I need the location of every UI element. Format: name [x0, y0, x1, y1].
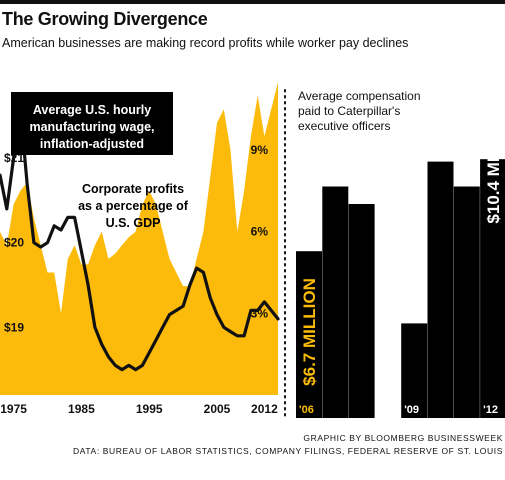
wage-label-line1: Average U.S. hourly [33, 103, 151, 117]
right-axis-tick-label: 9% [251, 143, 269, 157]
x-axis-tick-label: 1985 [68, 402, 95, 416]
x-axis-tick-label: 1975 [0, 402, 27, 416]
graphic-credit: GRAPHIC BY BLOOMBERG BUSINESSWEEK [303, 433, 503, 443]
bar-title-line2: paid to Caterpillar's [298, 104, 400, 118]
wage-label-line2: manufacturing wage, [29, 120, 154, 134]
right-axis-tick-label: 6% [251, 225, 269, 239]
bar-category-label: '09 [404, 404, 419, 416]
profit-label-line2: as a percentage of [78, 199, 189, 213]
bar [427, 161, 454, 418]
bar [401, 323, 428, 418]
bars [296, 159, 505, 418]
data-sources: DATA: BUREAU OF LABOR STATISTICS, COMPAN… [73, 446, 503, 456]
x-axis-tick-label: 1995 [136, 402, 163, 416]
bar-title-line1: Average compensation [298, 89, 421, 103]
left-axis-tick-label: $20 [4, 236, 24, 250]
bar [453, 186, 480, 418]
corporate-profits-area [0, 82, 278, 395]
wage-profit-chart: $19$20$21 3%6%9% 1975 1985 1995 2005 2012 Av… [0, 82, 280, 416]
bar-category-label: '12 [483, 404, 498, 416]
x-axis-ticks: 1975 1985 1995 2005 2012 [0, 402, 278, 416]
bar [296, 251, 322, 418]
bar [348, 204, 375, 418]
bar-category-label: '06 [299, 404, 314, 416]
page-title: The Growing Divergence [2, 9, 208, 29]
bar-value-label-2012: $10.4 MILLION [484, 106, 503, 223]
bar-title-line3: executive officers [298, 119, 391, 133]
bar-value-label-2006: $6.7 MILLION [300, 278, 319, 386]
profit-label-line1: Corporate profits [82, 182, 184, 196]
x-axis-tick-label: 2005 [204, 402, 231, 416]
top-rule [0, 0, 505, 4]
wage-label-line3: inflation-adjusted [40, 137, 144, 151]
compensation-bar-chart: Average compensation paid to Caterpillar… [296, 89, 505, 418]
bar [322, 186, 349, 418]
profit-label-line3: U.S. GDP [106, 216, 161, 230]
x-axis-tick-label: 2012 [251, 402, 278, 416]
page-subtitle: American businesses are making record pr… [2, 36, 409, 50]
wage-line [0, 105, 280, 372]
wage-label-box [11, 92, 173, 155]
bar [480, 159, 505, 418]
bar-category-labels: '06 '09 '12 [299, 404, 498, 416]
left-axis-tick-label: $19 [4, 320, 24, 334]
